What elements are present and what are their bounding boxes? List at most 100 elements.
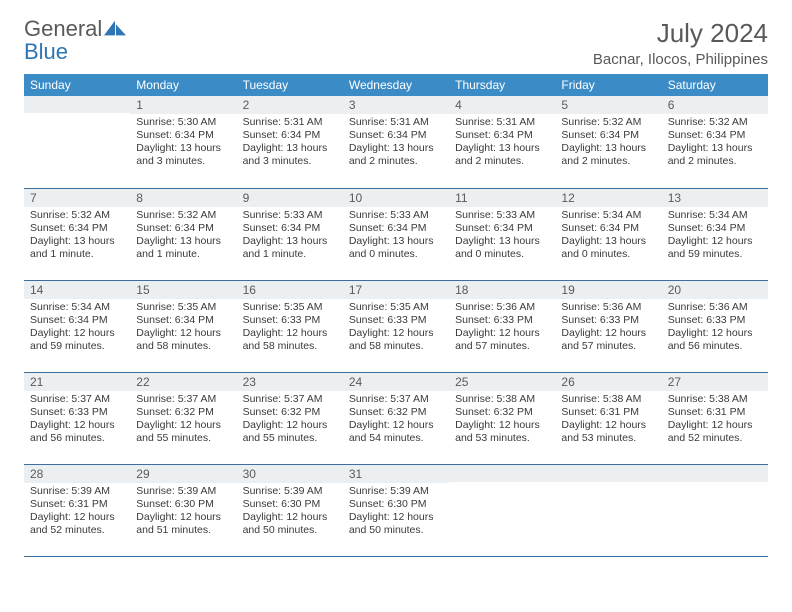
sunrise-text: Sunrise: 5:39 AM xyxy=(349,485,443,498)
calendar-row: 14Sunrise: 5:34 AMSunset: 6:34 PMDayligh… xyxy=(24,280,768,372)
day-number: 22 xyxy=(130,373,236,391)
daylight-text: Daylight: 13 hours and 0 minutes. xyxy=(561,235,655,261)
daylight-text: Daylight: 12 hours and 50 minutes. xyxy=(349,511,443,537)
sunrise-text: Sunrise: 5:32 AM xyxy=(668,116,762,129)
day-details: Sunrise: 5:35 AMSunset: 6:34 PMDaylight:… xyxy=(130,299,236,358)
day-number: 30 xyxy=(237,465,343,483)
sunset-text: Sunset: 6:34 PM xyxy=(136,314,230,327)
sunset-text: Sunset: 6:30 PM xyxy=(243,498,337,511)
day-details: Sunrise: 5:39 AMSunset: 6:30 PMDaylight:… xyxy=(237,483,343,542)
daylight-text: Daylight: 12 hours and 50 minutes. xyxy=(243,511,337,537)
day-details: Sunrise: 5:31 AMSunset: 6:34 PMDaylight:… xyxy=(343,114,449,173)
sunset-text: Sunset: 6:34 PM xyxy=(243,129,337,142)
day-number: 14 xyxy=(24,281,130,299)
sunset-text: Sunset: 6:33 PM xyxy=(243,314,337,327)
calendar-cell: 11Sunrise: 5:33 AMSunset: 6:34 PMDayligh… xyxy=(449,188,555,280)
day-number: 16 xyxy=(237,281,343,299)
sunset-text: Sunset: 6:33 PM xyxy=(30,406,124,419)
calendar-cell: 25Sunrise: 5:38 AMSunset: 6:32 PMDayligh… xyxy=(449,372,555,464)
calendar-cell: 20Sunrise: 5:36 AMSunset: 6:33 PMDayligh… xyxy=(662,280,768,372)
sunrise-text: Sunrise: 5:34 AM xyxy=(561,209,655,222)
day-details: Sunrise: 5:36 AMSunset: 6:33 PMDaylight:… xyxy=(555,299,661,358)
day-details: Sunrise: 5:33 AMSunset: 6:34 PMDaylight:… xyxy=(343,207,449,266)
daylight-text: Daylight: 12 hours and 57 minutes. xyxy=(455,327,549,353)
calendar-cell: 23Sunrise: 5:37 AMSunset: 6:32 PMDayligh… xyxy=(237,372,343,464)
sunset-text: Sunset: 6:34 PM xyxy=(349,129,443,142)
daylight-text: Daylight: 12 hours and 58 minutes. xyxy=(349,327,443,353)
calendar-cell: 26Sunrise: 5:38 AMSunset: 6:31 PMDayligh… xyxy=(555,372,661,464)
day-details: Sunrise: 5:39 AMSunset: 6:30 PMDaylight:… xyxy=(130,483,236,542)
daylight-text: Daylight: 12 hours and 53 minutes. xyxy=(561,419,655,445)
sunset-text: Sunset: 6:32 PM xyxy=(455,406,549,419)
daylight-text: Daylight: 13 hours and 3 minutes. xyxy=(243,142,337,168)
sunset-text: Sunset: 6:33 PM xyxy=(668,314,762,327)
calendar-cell: 18Sunrise: 5:36 AMSunset: 6:33 PMDayligh… xyxy=(449,280,555,372)
day-details: Sunrise: 5:31 AMSunset: 6:34 PMDaylight:… xyxy=(237,114,343,173)
calendar-cell: 30Sunrise: 5:39 AMSunset: 6:30 PMDayligh… xyxy=(237,464,343,556)
day-details: Sunrise: 5:35 AMSunset: 6:33 PMDaylight:… xyxy=(237,299,343,358)
daylight-text: Daylight: 12 hours and 57 minutes. xyxy=(561,327,655,353)
day-details: Sunrise: 5:32 AMSunset: 6:34 PMDaylight:… xyxy=(130,207,236,266)
day-details xyxy=(449,482,555,488)
day-details: Sunrise: 5:32 AMSunset: 6:34 PMDaylight:… xyxy=(555,114,661,173)
sunset-text: Sunset: 6:34 PM xyxy=(455,129,549,142)
sunset-text: Sunset: 6:34 PM xyxy=(30,222,124,235)
day-details xyxy=(555,482,661,488)
day-number: 21 xyxy=(24,373,130,391)
calendar-cell: 7Sunrise: 5:32 AMSunset: 6:34 PMDaylight… xyxy=(24,188,130,280)
weekday-header: Wednesday xyxy=(343,74,449,96)
calendar-cell: 6 Sunrise: 5:32 AMSunset: 6:34 PMDaylight… xyxy=(662,96,768,188)
calendar-cell: 13Sunrise: 5:34 AMSunset: 6:34 PMDayligh… xyxy=(662,188,768,280)
sunset-text: Sunset: 6:33 PM xyxy=(561,314,655,327)
calendar-table: Sunday Monday Tuesday Wednesday Thursday… xyxy=(24,74,768,557)
day-number: 10 xyxy=(343,189,449,207)
calendar-cell: 28Sunrise: 5:39 AMSunset: 6:31 PMDayligh… xyxy=(24,464,130,556)
sunrise-text: Sunrise: 5:31 AM xyxy=(243,116,337,129)
daylight-text: Daylight: 12 hours and 59 minutes. xyxy=(30,327,124,353)
sunset-text: Sunset: 6:34 PM xyxy=(668,129,762,142)
sunrise-text: Sunrise: 5:36 AM xyxy=(668,301,762,314)
day-number: 3 xyxy=(343,96,449,114)
day-number xyxy=(555,465,661,482)
day-details: Sunrise: 5:36 AMSunset: 6:33 PMDaylight:… xyxy=(449,299,555,358)
day-number: 19 xyxy=(555,281,661,299)
day-number: 15 xyxy=(130,281,236,299)
sunrise-text: Sunrise: 5:37 AM xyxy=(349,393,443,406)
sunset-text: Sunset: 6:32 PM xyxy=(136,406,230,419)
daylight-text: Daylight: 12 hours and 58 minutes. xyxy=(243,327,337,353)
day-details: Sunrise: 5:34 AMSunset: 6:34 PMDaylight:… xyxy=(662,207,768,266)
daylight-text: Daylight: 12 hours and 53 minutes. xyxy=(455,419,549,445)
day-number: 6 xyxy=(662,96,768,114)
day-details: Sunrise: 5:33 AMSunset: 6:34 PMDaylight:… xyxy=(237,207,343,266)
calendar-cell: 17Sunrise: 5:35 AMSunset: 6:33 PMDayligh… xyxy=(343,280,449,372)
sunrise-text: Sunrise: 5:35 AM xyxy=(136,301,230,314)
calendar-cell: 31Sunrise: 5:39 AMSunset: 6:30 PMDayligh… xyxy=(343,464,449,556)
daylight-text: Daylight: 13 hours and 0 minutes. xyxy=(455,235,549,261)
calendar-cell: 2Sunrise: 5:31 AMSunset: 6:34 PMDaylight… xyxy=(237,96,343,188)
calendar-cell: 15Sunrise: 5:35 AMSunset: 6:34 PMDayligh… xyxy=(130,280,236,372)
daylight-text: Daylight: 12 hours and 58 minutes. xyxy=(136,327,230,353)
day-number: 1 xyxy=(130,96,236,114)
day-number: 17 xyxy=(343,281,449,299)
weekday-header: Tuesday xyxy=(237,74,343,96)
sunset-text: Sunset: 6:34 PM xyxy=(243,222,337,235)
weekday-header: Friday xyxy=(555,74,661,96)
day-number: 13 xyxy=(662,189,768,207)
sunset-text: Sunset: 6:31 PM xyxy=(30,498,124,511)
day-details: Sunrise: 5:32 AMSunset: 6:34 PMDaylight:… xyxy=(24,207,130,266)
daylight-text: Daylight: 13 hours and 2 minutes. xyxy=(668,142,762,168)
day-number: 23 xyxy=(237,373,343,391)
daylight-text: Daylight: 13 hours and 1 minute. xyxy=(243,235,337,261)
calendar-cell: 1Sunrise: 5:30 AMSunset: 6:34 PMDaylight… xyxy=(130,96,236,188)
day-details: Sunrise: 5:33 AMSunset: 6:34 PMDaylight:… xyxy=(449,207,555,266)
day-number: 8 xyxy=(130,189,236,207)
sunset-text: Sunset: 6:34 PM xyxy=(136,222,230,235)
calendar-cell xyxy=(449,464,555,556)
sunrise-text: Sunrise: 5:39 AM xyxy=(243,485,337,498)
sunrise-text: Sunrise: 5:39 AM xyxy=(136,485,230,498)
sunset-text: Sunset: 6:30 PM xyxy=(136,498,230,511)
sunset-text: Sunset: 6:31 PM xyxy=(668,406,762,419)
day-details: Sunrise: 5:35 AMSunset: 6:33 PMDaylight:… xyxy=(343,299,449,358)
day-details: Sunrise: 5:36 AMSunset: 6:33 PMDaylight:… xyxy=(662,299,768,358)
brand-word-2: Blue xyxy=(24,39,68,64)
